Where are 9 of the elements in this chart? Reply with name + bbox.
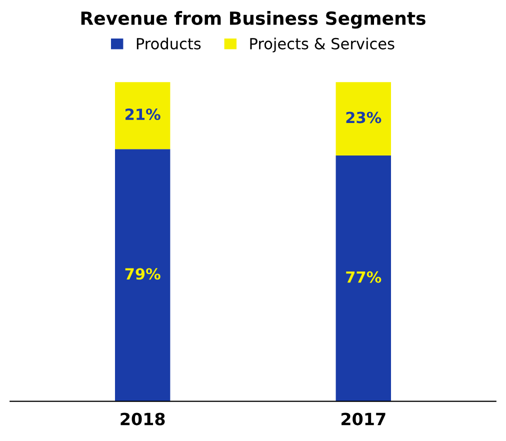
x-tick-label: 2018 xyxy=(120,412,165,426)
legend-label: Projects & Services xyxy=(250,38,394,52)
data-label: 21% xyxy=(126,108,160,120)
data-label: 23% xyxy=(346,112,382,124)
data-label: 79% xyxy=(125,268,160,280)
chart-title: Revenue from Business Segments xyxy=(81,11,426,29)
data-label: 77% xyxy=(346,271,382,283)
legend-label: Products xyxy=(136,38,201,50)
x-tick-label: 2017 xyxy=(342,412,386,426)
